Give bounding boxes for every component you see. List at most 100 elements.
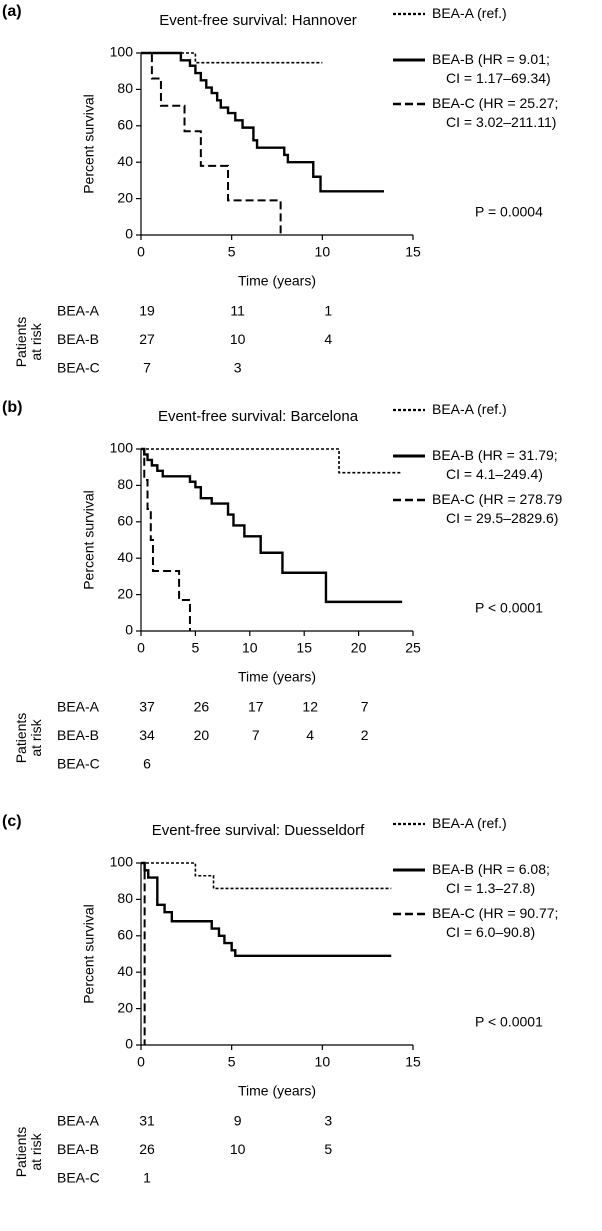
risk-row-name: BEA-C (57, 756, 100, 772)
risk-count: 2 (361, 727, 369, 743)
panel-label: (c) (2, 813, 22, 830)
x-tick-label: 15 (405, 1054, 421, 1070)
x-tick-label: 10 (315, 244, 331, 260)
y-tick-label: 80 (117, 890, 133, 906)
y-axis-label: Percent survival (81, 94, 97, 194)
risk-count: 10 (230, 331, 246, 347)
y-tick-label: 80 (117, 80, 133, 96)
x-tick-label: 15 (405, 244, 421, 260)
survival-curve (141, 52, 323, 64)
survival-curve (141, 52, 282, 235)
y-tick-label: 60 (117, 927, 133, 943)
risk-count: 12 (302, 699, 318, 715)
risk-table-label: Patientsat risk (13, 317, 44, 368)
y-tick-label: 100 (110, 854, 134, 870)
risk-row-name: BEA-B (57, 727, 99, 743)
y-tick-label: 80 (117, 476, 133, 492)
y-axis-label: Percent survival (81, 490, 97, 590)
p-value: P < 0.0001 (475, 1014, 543, 1030)
x-tick-label: 5 (228, 1054, 236, 1070)
risk-row-name: BEA-B (57, 331, 99, 347)
x-axis-label: Time (years) (238, 669, 316, 685)
survival-curve (141, 51, 384, 193)
x-tick-label: 20 (351, 640, 367, 656)
legend-entry: BEA-C (HR = 25.27; CI = 3.02–211.11) (432, 95, 558, 130)
risk-count: 7 (252, 727, 260, 743)
x-tick-label: 25 (405, 640, 421, 656)
y-tick-label: 0 (125, 1036, 133, 1052)
risk-row-name: BEA-B (57, 1141, 99, 1157)
x-axis-label: Time (years) (238, 273, 316, 289)
risk-count: 4 (324, 331, 332, 347)
x-tick-label: 0 (137, 244, 145, 260)
risk-count: 34 (139, 727, 155, 743)
legend-entry: BEA-A (ref.) (432, 5, 507, 21)
y-tick-label: 0 (125, 622, 133, 638)
risk-count: 19 (139, 303, 155, 319)
y-tick-label: 40 (117, 963, 133, 979)
survival-curve (141, 448, 191, 631)
risk-count: 31 (139, 1113, 155, 1129)
survival-curve (141, 861, 392, 958)
risk-count: 26 (139, 1141, 155, 1157)
risk-table-label: Patientsat risk (13, 1127, 44, 1178)
risk-count: 27 (139, 331, 155, 347)
survival-curve (141, 862, 392, 890)
p-value: P < 0.0001 (475, 600, 543, 616)
risk-count: 4 (306, 727, 314, 743)
risk-row-name: BEA-A (57, 699, 100, 715)
risk-count: 10 (230, 1141, 246, 1157)
y-tick-label: 0 (125, 226, 133, 242)
risk-count: 3 (234, 360, 242, 376)
risk-row-name: BEA-C (57, 360, 100, 376)
legend-entry: BEA-C (HR = 90.77; CI = 6.0–90.8) (432, 905, 558, 940)
risk-count: 1 (143, 1170, 151, 1186)
risk-count: 26 (194, 699, 210, 715)
risk-count: 7 (143, 360, 151, 376)
y-tick-label: 60 (117, 117, 133, 133)
x-axis-label: Time (years) (238, 1083, 316, 1099)
chart-title: Event-free survival: Duesseldorf (152, 822, 365, 839)
risk-count: 3 (324, 1113, 332, 1129)
survival-curve (141, 862, 146, 1045)
risk-count: 20 (194, 727, 210, 743)
survival-curve (141, 447, 403, 604)
x-tick-label: 15 (296, 640, 312, 656)
y-tick-label: 60 (117, 513, 133, 529)
risk-count: 9 (234, 1113, 242, 1129)
legend-entry: BEA-B (HR = 6.08; CI = 1.3–27.8) (432, 861, 550, 896)
risk-count: 11 (230, 303, 245, 319)
legend-entry: BEA-B (HR = 9.01; CI = 1.17–69.34) (432, 51, 551, 86)
y-tick-label: 20 (117, 189, 133, 205)
panel-label: (a) (2, 3, 22, 20)
risk-row-name: BEA-A (57, 1113, 100, 1129)
x-tick-label: 10 (242, 640, 258, 656)
risk-count: 37 (139, 699, 155, 715)
chart-title: Event-free survival: Barcelona (158, 408, 359, 425)
y-tick-label: 100 (110, 440, 134, 456)
risk-count: 6 (143, 756, 151, 772)
risk-count: 7 (361, 699, 369, 715)
y-tick-label: 20 (117, 585, 133, 601)
y-tick-label: 20 (117, 999, 133, 1015)
legend-entry: BEA-C (HR = 278.79 CI = 29.5–2829.6) (432, 491, 563, 526)
y-tick-label: 100 (110, 44, 134, 60)
chart-title: Event-free survival: Hannover (159, 12, 357, 29)
x-tick-label: 10 (315, 1054, 331, 1070)
y-axis-label: Percent survival (81, 904, 97, 1004)
risk-table-label: Patientsat risk (13, 713, 44, 764)
y-tick-label: 40 (117, 153, 133, 169)
survival-curve (141, 448, 403, 474)
risk-count: 17 (248, 699, 264, 715)
legend-entry: BEA-A (ref.) (432, 401, 507, 417)
risk-count: 5 (324, 1141, 332, 1157)
x-tick-label: 0 (137, 1054, 145, 1070)
x-tick-label: 0 (137, 640, 145, 656)
p-value: P = 0.0004 (475, 204, 543, 220)
panel-label: (b) (2, 399, 22, 416)
risk-row-name: BEA-A (57, 303, 100, 319)
risk-row-name: BEA-C (57, 1170, 100, 1186)
x-tick-label: 5 (228, 244, 236, 260)
legend-entry: BEA-A (ref.) (432, 815, 507, 831)
